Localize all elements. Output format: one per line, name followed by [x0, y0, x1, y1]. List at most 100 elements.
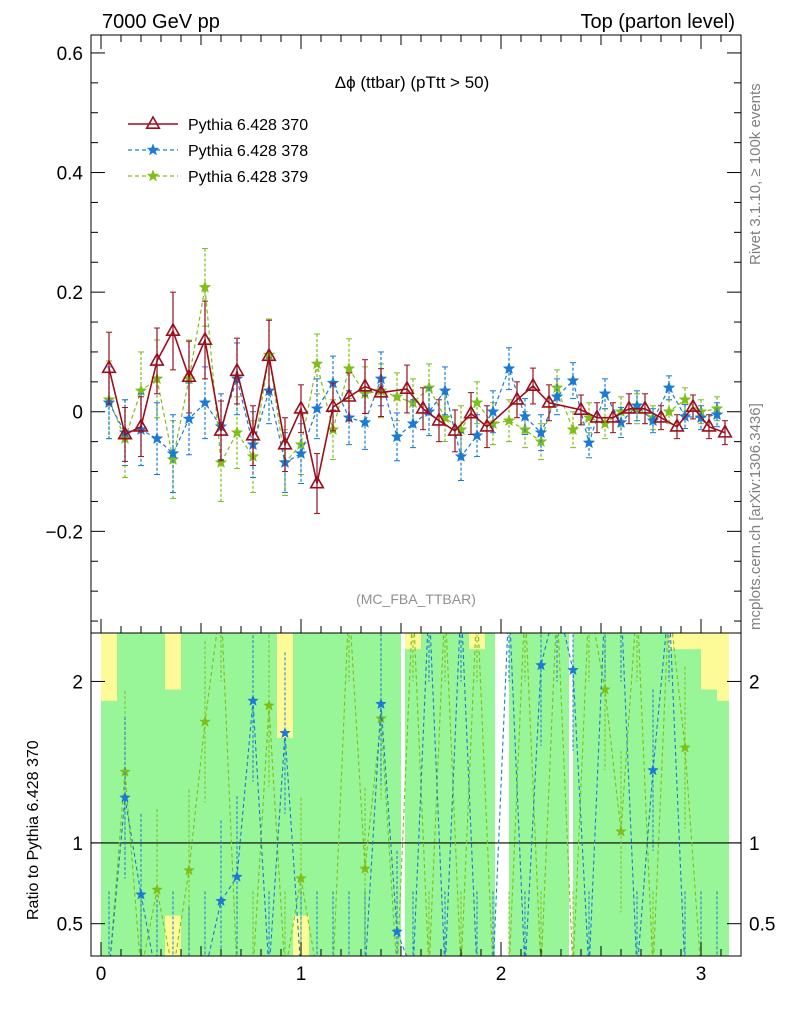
ratio-point-star [263, 699, 275, 711]
data-point-star [182, 412, 196, 425]
data-point-star [710, 407, 724, 421]
data-point-star [502, 362, 516, 375]
data-point-star [166, 446, 180, 460]
ratio-point-star [391, 925, 403, 937]
legend-entry: Pythia 6.428 370 [128, 115, 308, 134]
data-point-star [598, 387, 612, 400]
ratio-series-line [109, 633, 685, 956]
green-band [245, 633, 261, 956]
data-point-star [614, 415, 628, 428]
data-point-triangle [213, 422, 229, 436]
ratio-point-star [199, 715, 211, 727]
ratio-point-star [375, 697, 387, 710]
ratio-point-star [647, 764, 659, 776]
data-point-triangle [463, 404, 479, 419]
green-band [557, 633, 569, 956]
data-point-triangle [325, 398, 341, 412]
data-point-star [342, 362, 356, 375]
ratio-uncertainty-bands [101, 633, 729, 956]
data-point-star [502, 413, 516, 427]
data-point-triangle [399, 380, 415, 395]
y-tick-label: 0 [72, 403, 83, 424]
y-tick-label: −0.2 [45, 522, 83, 543]
green-band [605, 633, 621, 956]
ratio-point-star [567, 663, 579, 676]
data-point-triangle [541, 394, 557, 408]
data-point-star [358, 415, 372, 428]
data-point-star [678, 393, 692, 406]
ratio-plot-frame [90, 632, 742, 957]
x-tick-label: 3 [696, 964, 707, 985]
ratio-point-star [119, 791, 131, 803]
data-point-triangle [149, 352, 165, 366]
series-pythia-6-428-379 [102, 247, 724, 502]
ratio-ylabel: Ratio to Pythia 6.428 370 [25, 740, 42, 920]
green-band [165, 689, 181, 916]
ratio-series-line [109, 633, 701, 956]
data-point-star [662, 404, 676, 418]
data-point-star [470, 429, 484, 442]
ratio-point-star [679, 741, 691, 753]
legend-label: Pythia 6.428 379 [188, 169, 308, 186]
ratio-point-star [295, 872, 307, 884]
green-band [389, 633, 401, 956]
ratio-point-star [151, 883, 163, 895]
data-point-star [438, 384, 452, 397]
ratio-series-pythia-6-428-378 [108, 633, 718, 956]
ratio-y-tick-label-right: 1 [749, 834, 760, 855]
data-point-star [566, 373, 580, 387]
plot-title: Δϕ (ttbar) (pTtt > 50) [335, 73, 490, 92]
legend-marker-star [146, 169, 160, 182]
data-point-star [662, 381, 676, 394]
data-point-triangle [685, 398, 701, 412]
ratio-point-star [247, 694, 259, 706]
data-point-star [198, 280, 212, 293]
analysis-label: (MC_FBA_TTBAR) [356, 591, 476, 607]
y-tick-label: 0.4 [57, 164, 84, 185]
data-point-triangle [357, 377, 373, 392]
data-point-star [390, 390, 404, 403]
green-band [293, 633, 309, 916]
data-point-triangle [373, 383, 389, 398]
data-point-triangle [509, 391, 525, 405]
rivet-version-label: Rivet 3.1.10, ≥ 100k events [747, 83, 764, 265]
data-point-triangle [479, 418, 495, 432]
data-point-triangle [701, 418, 717, 432]
data-point-star [454, 449, 468, 462]
data-point-triangle [573, 401, 589, 415]
green-band [309, 633, 325, 956]
data-point-triangle [447, 422, 463, 436]
data-point-triangle [133, 418, 149, 432]
ratio-y-tick-label-left: 0.5 [57, 915, 83, 936]
data-point-star [390, 430, 404, 443]
green-band [573, 633, 589, 956]
data-point-triangle [621, 400, 637, 414]
x-tick-label: 2 [496, 964, 507, 985]
data-point-star [518, 409, 532, 422]
data-point-triangle [669, 418, 685, 432]
data-point-star [310, 357, 324, 370]
ratio-point-star [215, 894, 227, 907]
ratio-y-tick-label-left: 2 [72, 672, 83, 693]
legend-entry: Pythia 6.428 379 [128, 169, 308, 186]
data-point-triangle [415, 400, 431, 414]
series-pythia-6-428-378 [102, 342, 724, 493]
green-band [325, 633, 341, 956]
legend-entry: Pythia 6.428 378 [128, 143, 308, 160]
data-point-triangle [637, 400, 653, 414]
ratio-y-tick-label-left: 1 [72, 834, 83, 855]
green-band [341, 633, 357, 956]
data-point-triangle [101, 359, 117, 374]
data-point-triangle [431, 412, 447, 426]
ratio-y-tick-label-right: 2 [749, 672, 760, 693]
green-band [469, 649, 485, 956]
green-band [685, 649, 701, 956]
green-band [717, 700, 729, 956]
legend: Pythia 6.428 370 Pythia 6.428 378 Pythia 6… [128, 115, 308, 186]
y-tick-label: 0.6 [57, 44, 83, 65]
data-point-star [294, 446, 308, 460]
data-point-triangle [605, 409, 621, 423]
legend-marker-star [146, 143, 160, 156]
data-point-star [150, 431, 164, 445]
data-point-triangle [589, 409, 605, 423]
